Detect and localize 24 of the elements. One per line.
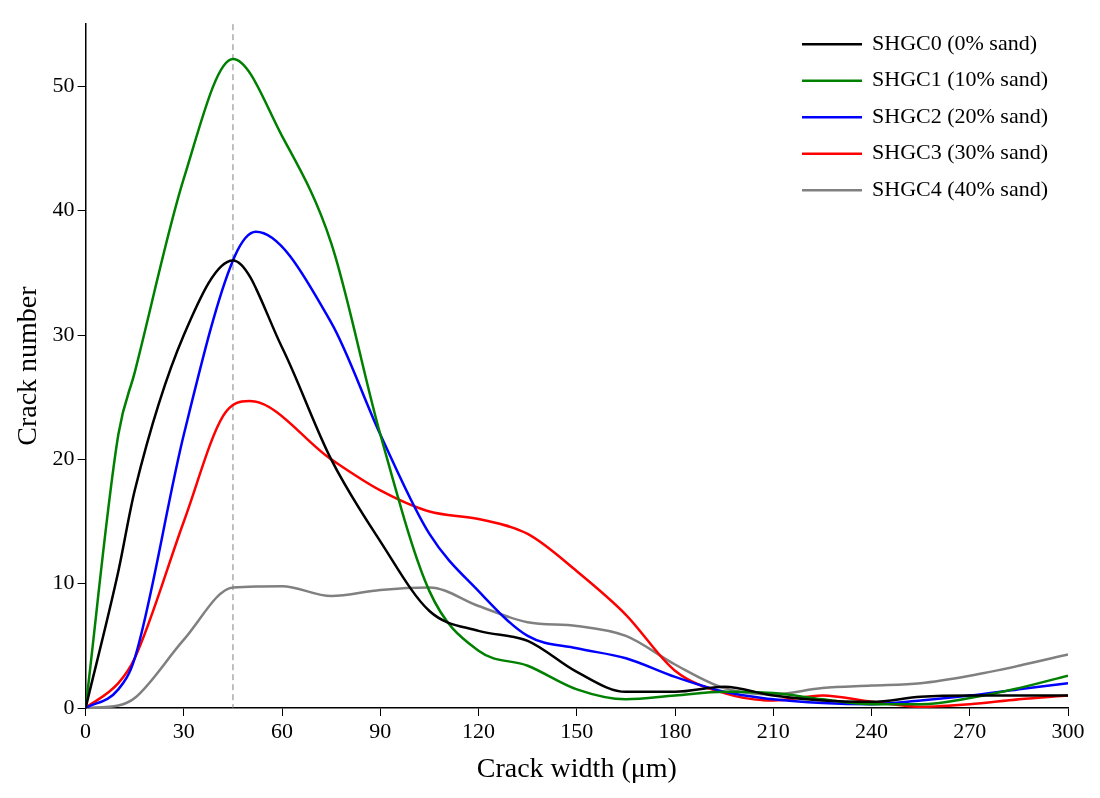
legend-label: SHGC0 (0% sand)	[872, 29, 1038, 55]
x-tick-label: 60	[271, 717, 294, 743]
x-tick-label: 150	[560, 717, 594, 743]
legend-label: SHGC1 (10% sand)	[872, 66, 1049, 92]
x-tick-label: 270	[953, 717, 987, 743]
x-axis-title: Crack width (μm)	[476, 751, 677, 783]
y-tick-label: 20	[52, 445, 75, 471]
y-tick-label: 40	[52, 196, 75, 222]
x-tick-label: 210	[756, 717, 790, 743]
legend-label: SHGC2 (20% sand)	[872, 102, 1049, 128]
x-tick-label: 0	[80, 717, 92, 743]
y-tick-label: 50	[52, 72, 75, 98]
y-tick-label: 30	[52, 320, 75, 346]
y-axis-title: Crack number	[11, 285, 43, 446]
x-tick-label: 240	[855, 717, 889, 743]
y-tick-label: 10	[52, 569, 75, 595]
legend-label: SHGC3 (30% sand)	[872, 139, 1049, 165]
x-tick-label: 180	[658, 717, 692, 743]
x-tick-label: 300	[1051, 717, 1085, 743]
x-tick-label: 120	[462, 717, 496, 743]
x-tick-label: 30	[172, 717, 195, 743]
y-tick-label: 0	[63, 693, 75, 719]
x-tick-label: 90	[369, 717, 392, 743]
legend-label: SHGC4 (40% sand)	[872, 175, 1049, 201]
